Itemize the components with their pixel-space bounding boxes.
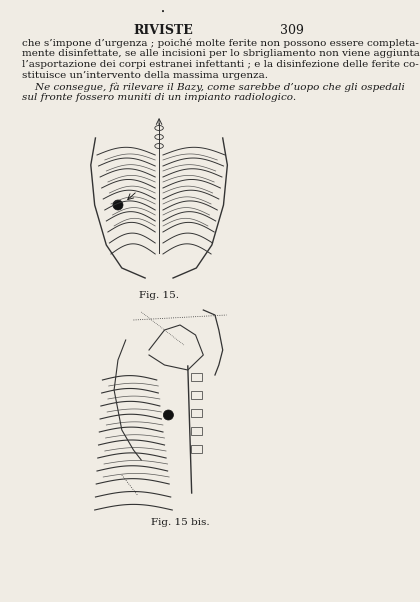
Text: Fig. 15.: Fig. 15.: [139, 291, 179, 300]
Text: l’asportazione dei corpi estranei infettanti ; e la disinfezione delle ferite co: l’asportazione dei corpi estranei infett…: [22, 60, 418, 69]
Bar: [191, 445, 202, 453]
Text: stituisce un’intervento della massima urgenza.: stituisce un’intervento della massima ur…: [22, 71, 268, 80]
Text: che s’impone d’urgenza ; poiché molte ferite non possono essere completa-: che s’impone d’urgenza ; poiché molte fe…: [22, 38, 419, 48]
Bar: [191, 373, 202, 381]
Bar: [191, 391, 202, 399]
Text: Ne consegue, fà rilevare il Bazy, come sarebbe d’uopo che gli ospedali: Ne consegue, fà rilevare il Bazy, come s…: [22, 82, 404, 92]
Text: RIVISTE: RIVISTE: [133, 24, 193, 37]
Text: mente disinfettate, se alle incisioni per lo sbrigliamento non viene aggiunta: mente disinfettate, se alle incisioni pe…: [22, 49, 420, 58]
Text: sul fronte fossero muniti di un impianto radiologico.: sul fronte fossero muniti di un impianto…: [22, 93, 296, 102]
Text: •: •: [161, 8, 165, 16]
Bar: [191, 427, 202, 435]
Text: 309: 309: [280, 24, 304, 37]
Ellipse shape: [113, 200, 123, 210]
Text: Fig. 15 bis.: Fig. 15 bis.: [151, 518, 209, 527]
Bar: [191, 409, 202, 417]
Ellipse shape: [163, 410, 173, 420]
